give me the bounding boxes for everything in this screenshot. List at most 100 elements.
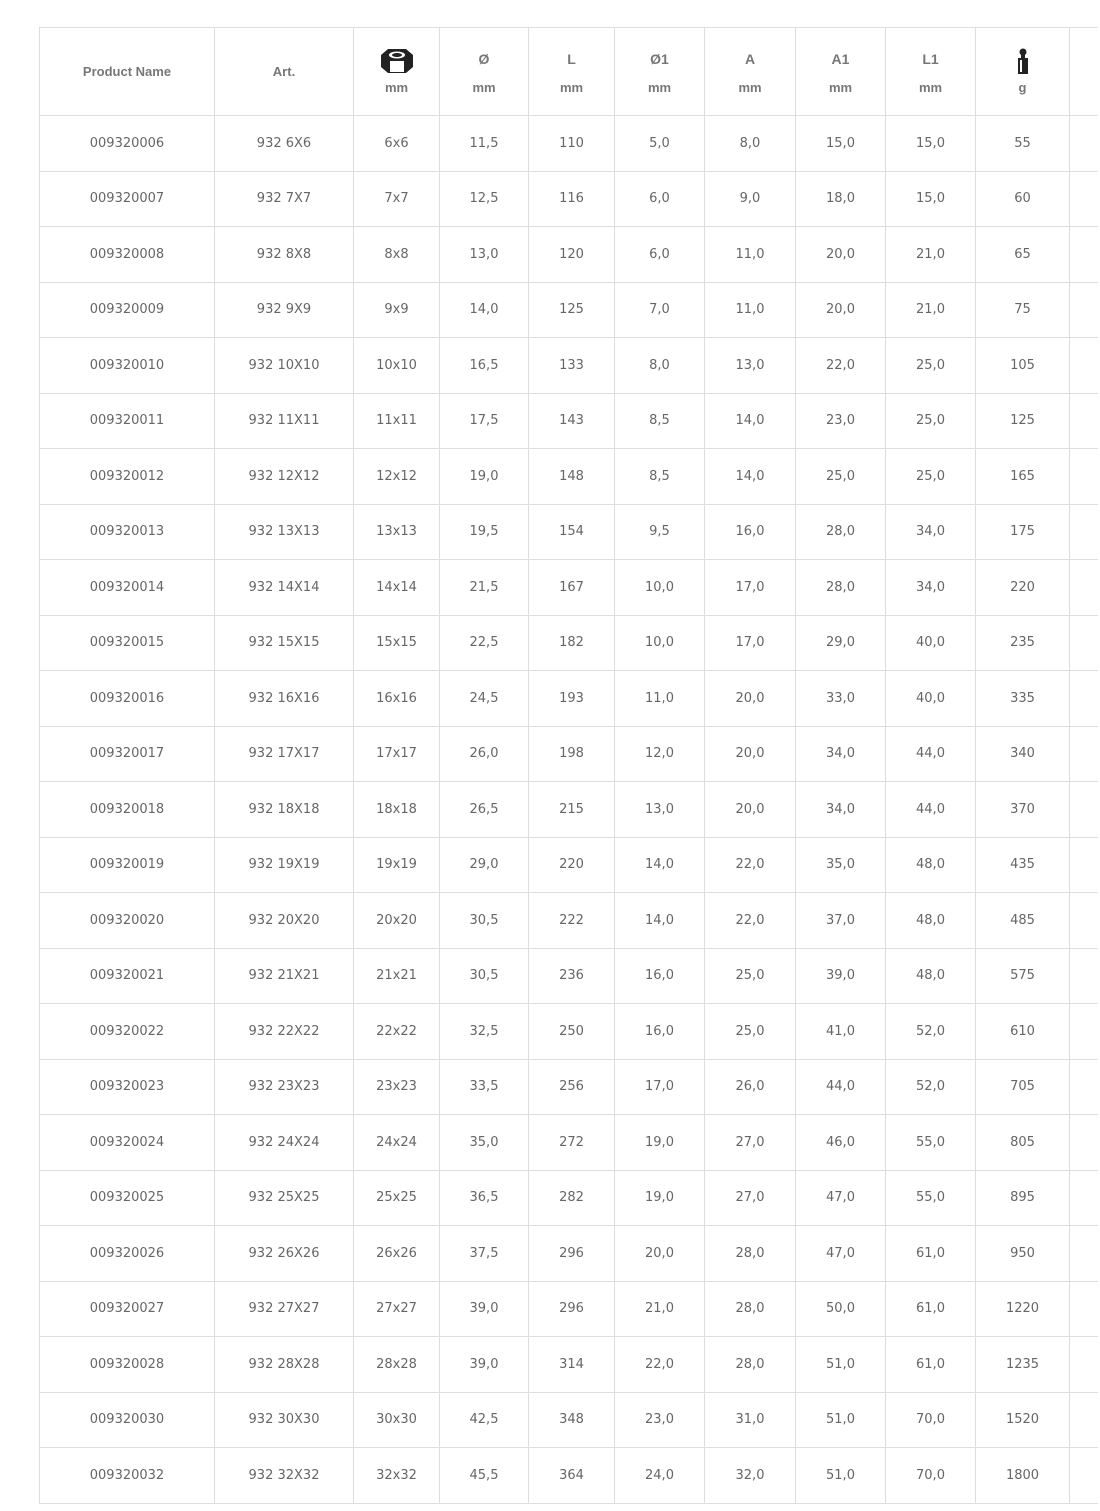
table-cell: 932 19X19: [214, 836, 354, 893]
table-cell: 950: [975, 1225, 1070, 1282]
table-cell: 51,0: [795, 1391, 886, 1448]
table-cell: 65: [975, 226, 1070, 283]
table-cell: 165: [975, 448, 1070, 505]
table-cell: 009320022: [39, 1003, 215, 1060]
table-cell: 10,0: [614, 559, 705, 616]
table-cell: 932 27X27: [214, 1280, 354, 1337]
table-row: 009320006 932 6X6 6x6 11,5 110 5,0 8,0 15,0 15,0…: [39, 115, 1098, 172]
empty-cell: [1069, 1169, 1098, 1226]
table-cell: 17,5: [439, 392, 529, 449]
table-cell: 009320023: [39, 1058, 215, 1115]
empty-cell: [1069, 337, 1098, 394]
table-cell: 40,0: [885, 670, 976, 727]
table-cell: 009320030: [39, 1391, 215, 1448]
table-cell: 154: [528, 503, 615, 560]
table-cell: 25,0: [885, 392, 976, 449]
empty-cell: [1069, 448, 1098, 505]
column-unit: mm: [828, 80, 853, 95]
table-cell: 28,0: [704, 1280, 796, 1337]
empty-cell: [1069, 947, 1098, 1004]
table-cell: 932 13X13: [214, 503, 354, 560]
table-cell: 35,0: [795, 836, 886, 893]
table-cell: 335: [975, 670, 1070, 727]
table-cell: 009320027: [39, 1280, 215, 1337]
table-cell: 932 16X16: [214, 670, 354, 727]
table-cell: 198: [528, 725, 615, 782]
table-cell: 75: [975, 281, 1070, 338]
table-row: 009320011 932 11X11 11x11 17,5 143 8,5 14,0 23,…: [39, 392, 1098, 449]
column-unit: g: [1018, 80, 1027, 95]
table-cell: 10x10: [353, 337, 440, 394]
table-cell: 110: [528, 115, 615, 172]
table-cell: 14,0: [439, 281, 529, 338]
table-cell: 125: [528, 281, 615, 338]
table-cell: 14,0: [614, 836, 705, 893]
table-cell: 5,0: [614, 115, 705, 172]
column-unit: mm: [384, 80, 409, 95]
table-row: 009320026 932 26X26 26x26 37,5 296 20,0 28,0 47…: [39, 1225, 1098, 1282]
table-cell: 009320026: [39, 1225, 215, 1282]
table-cell: 61,0: [885, 1225, 976, 1282]
table-cell: 932 11X11: [214, 392, 354, 449]
table-cell: 13,0: [704, 337, 796, 394]
table-cell: 175: [975, 503, 1070, 560]
table-cell: 009320021: [39, 947, 215, 1004]
table-row: 009320009 932 9X9 9x9 14,0 125 7,0 11,0 20,0 21,…: [39, 281, 1098, 338]
empty-cell: [1069, 1280, 1098, 1337]
table-cell: 932 24X24: [214, 1114, 354, 1171]
empty-cell: [1069, 1391, 1098, 1448]
table-cell: 6,0: [614, 170, 705, 227]
table-cell: 23x23: [353, 1058, 440, 1115]
table-cell: 18x18: [353, 781, 440, 838]
table-cell: 34,0: [795, 725, 886, 782]
table-cell: 8,5: [614, 448, 705, 505]
table-row: 009320021 932 21X21 21x21 30,5 236 16,0 25,0 39…: [39, 947, 1098, 1004]
table-cell: 932 22X22: [214, 1003, 354, 1060]
table-cell: 009320006: [39, 115, 215, 172]
table-cell: 009320014: [39, 559, 215, 616]
table-cell: 14x14: [353, 559, 440, 616]
table-cell: 55: [975, 115, 1070, 172]
table-cell: 009320010: [39, 337, 215, 394]
table-cell: 256: [528, 1058, 615, 1115]
table-cell: 16x16: [353, 670, 440, 727]
table-row: 009320015 932 15X15 15x15 22,5 182 10,0 17,0 29…: [39, 614, 1098, 671]
column-header: Art.: [214, 27, 354, 116]
table-cell: 11,0: [704, 281, 796, 338]
table-cell: 22,0: [704, 892, 796, 949]
table-cell: 009320025: [39, 1169, 215, 1226]
column-header: L1 mm: [885, 27, 976, 116]
table-cell: 296: [528, 1225, 615, 1282]
table-cell: 26,5: [439, 781, 529, 838]
table-cell: 22,0: [704, 836, 796, 893]
table-cell: 193: [528, 670, 615, 727]
table-cell: 009320013: [39, 503, 215, 560]
table-cell: 28,0: [795, 503, 886, 560]
table-cell: 28,0: [795, 559, 886, 616]
table-cell: 6x6: [353, 115, 440, 172]
table-cell: 37,0: [795, 892, 886, 949]
table-cell: 48,0: [885, 892, 976, 949]
table-row: 009320020 932 20X20 20x20 30,5 222 14,0 22,0 37…: [39, 892, 1098, 949]
table-cell: 29,0: [795, 614, 886, 671]
empty-cell: [1069, 170, 1098, 227]
table-row: 009320027 932 27X27 27x27 39,0 296 21,0 28,0 50…: [39, 1280, 1098, 1337]
table-cell: 22,0: [795, 337, 886, 394]
table-cell: 009320008: [39, 226, 215, 283]
table-cell: 25,0: [795, 448, 886, 505]
table-cell: 182: [528, 614, 615, 671]
table-cell: 25,0: [885, 337, 976, 394]
table-cell: 30,5: [439, 947, 529, 1004]
column-symbol: L1: [922, 51, 939, 67]
empty-cell: [1069, 503, 1098, 560]
table-row: 009320016 932 16X16 16x16 24,5 193 11,0 20,0 33…: [39, 670, 1098, 727]
table-cell: 13x13: [353, 503, 440, 560]
table-cell: 60: [975, 170, 1070, 227]
table-cell: 21,5: [439, 559, 529, 616]
table-cell: 47,0: [795, 1225, 886, 1282]
table-cell: 41,0: [795, 1003, 886, 1060]
table-cell: 34,0: [795, 781, 886, 838]
table-cell: 20,0: [704, 781, 796, 838]
